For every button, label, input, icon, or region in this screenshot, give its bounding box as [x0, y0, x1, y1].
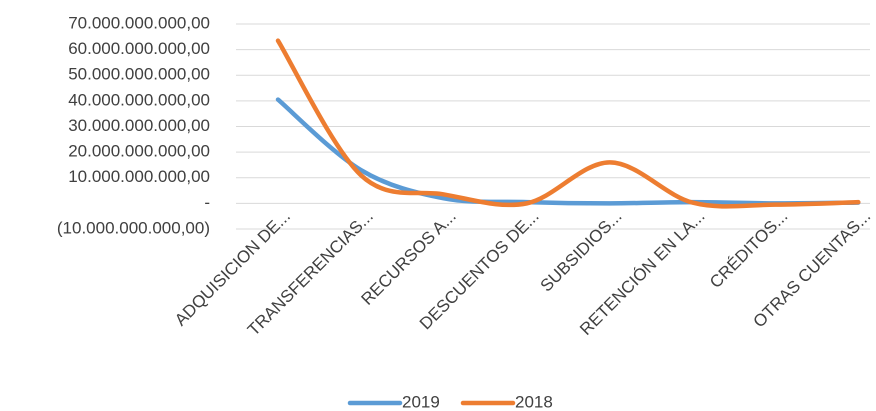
y-tick-label: 50.000.000.000,00 [68, 65, 210, 84]
series-line [275, 38, 861, 209]
y-tick-label: 30.000.000.000,00 [68, 116, 210, 135]
y-tick-label: - [204, 193, 210, 212]
y-tick-label: 20.000.000.000,00 [68, 142, 210, 161]
x-tick-label: CRÉDITOS... [706, 207, 791, 292]
series-line [275, 97, 861, 206]
y-tick-label: (10.000.000.000,00) [57, 218, 210, 237]
y-tick-label: 60.000.000.000,00 [68, 39, 210, 58]
x-tick-label: SUBSIDIOS... [537, 207, 626, 296]
y-tick-label: 70.000.000.000,00 [68, 13, 210, 32]
y-tick-label: 10.000.000.000,00 [68, 167, 210, 186]
legend-label: 2018 [515, 392, 553, 411]
y-tick-label: 40.000.000.000,00 [68, 90, 210, 109]
legend-label: 2019 [402, 392, 440, 411]
